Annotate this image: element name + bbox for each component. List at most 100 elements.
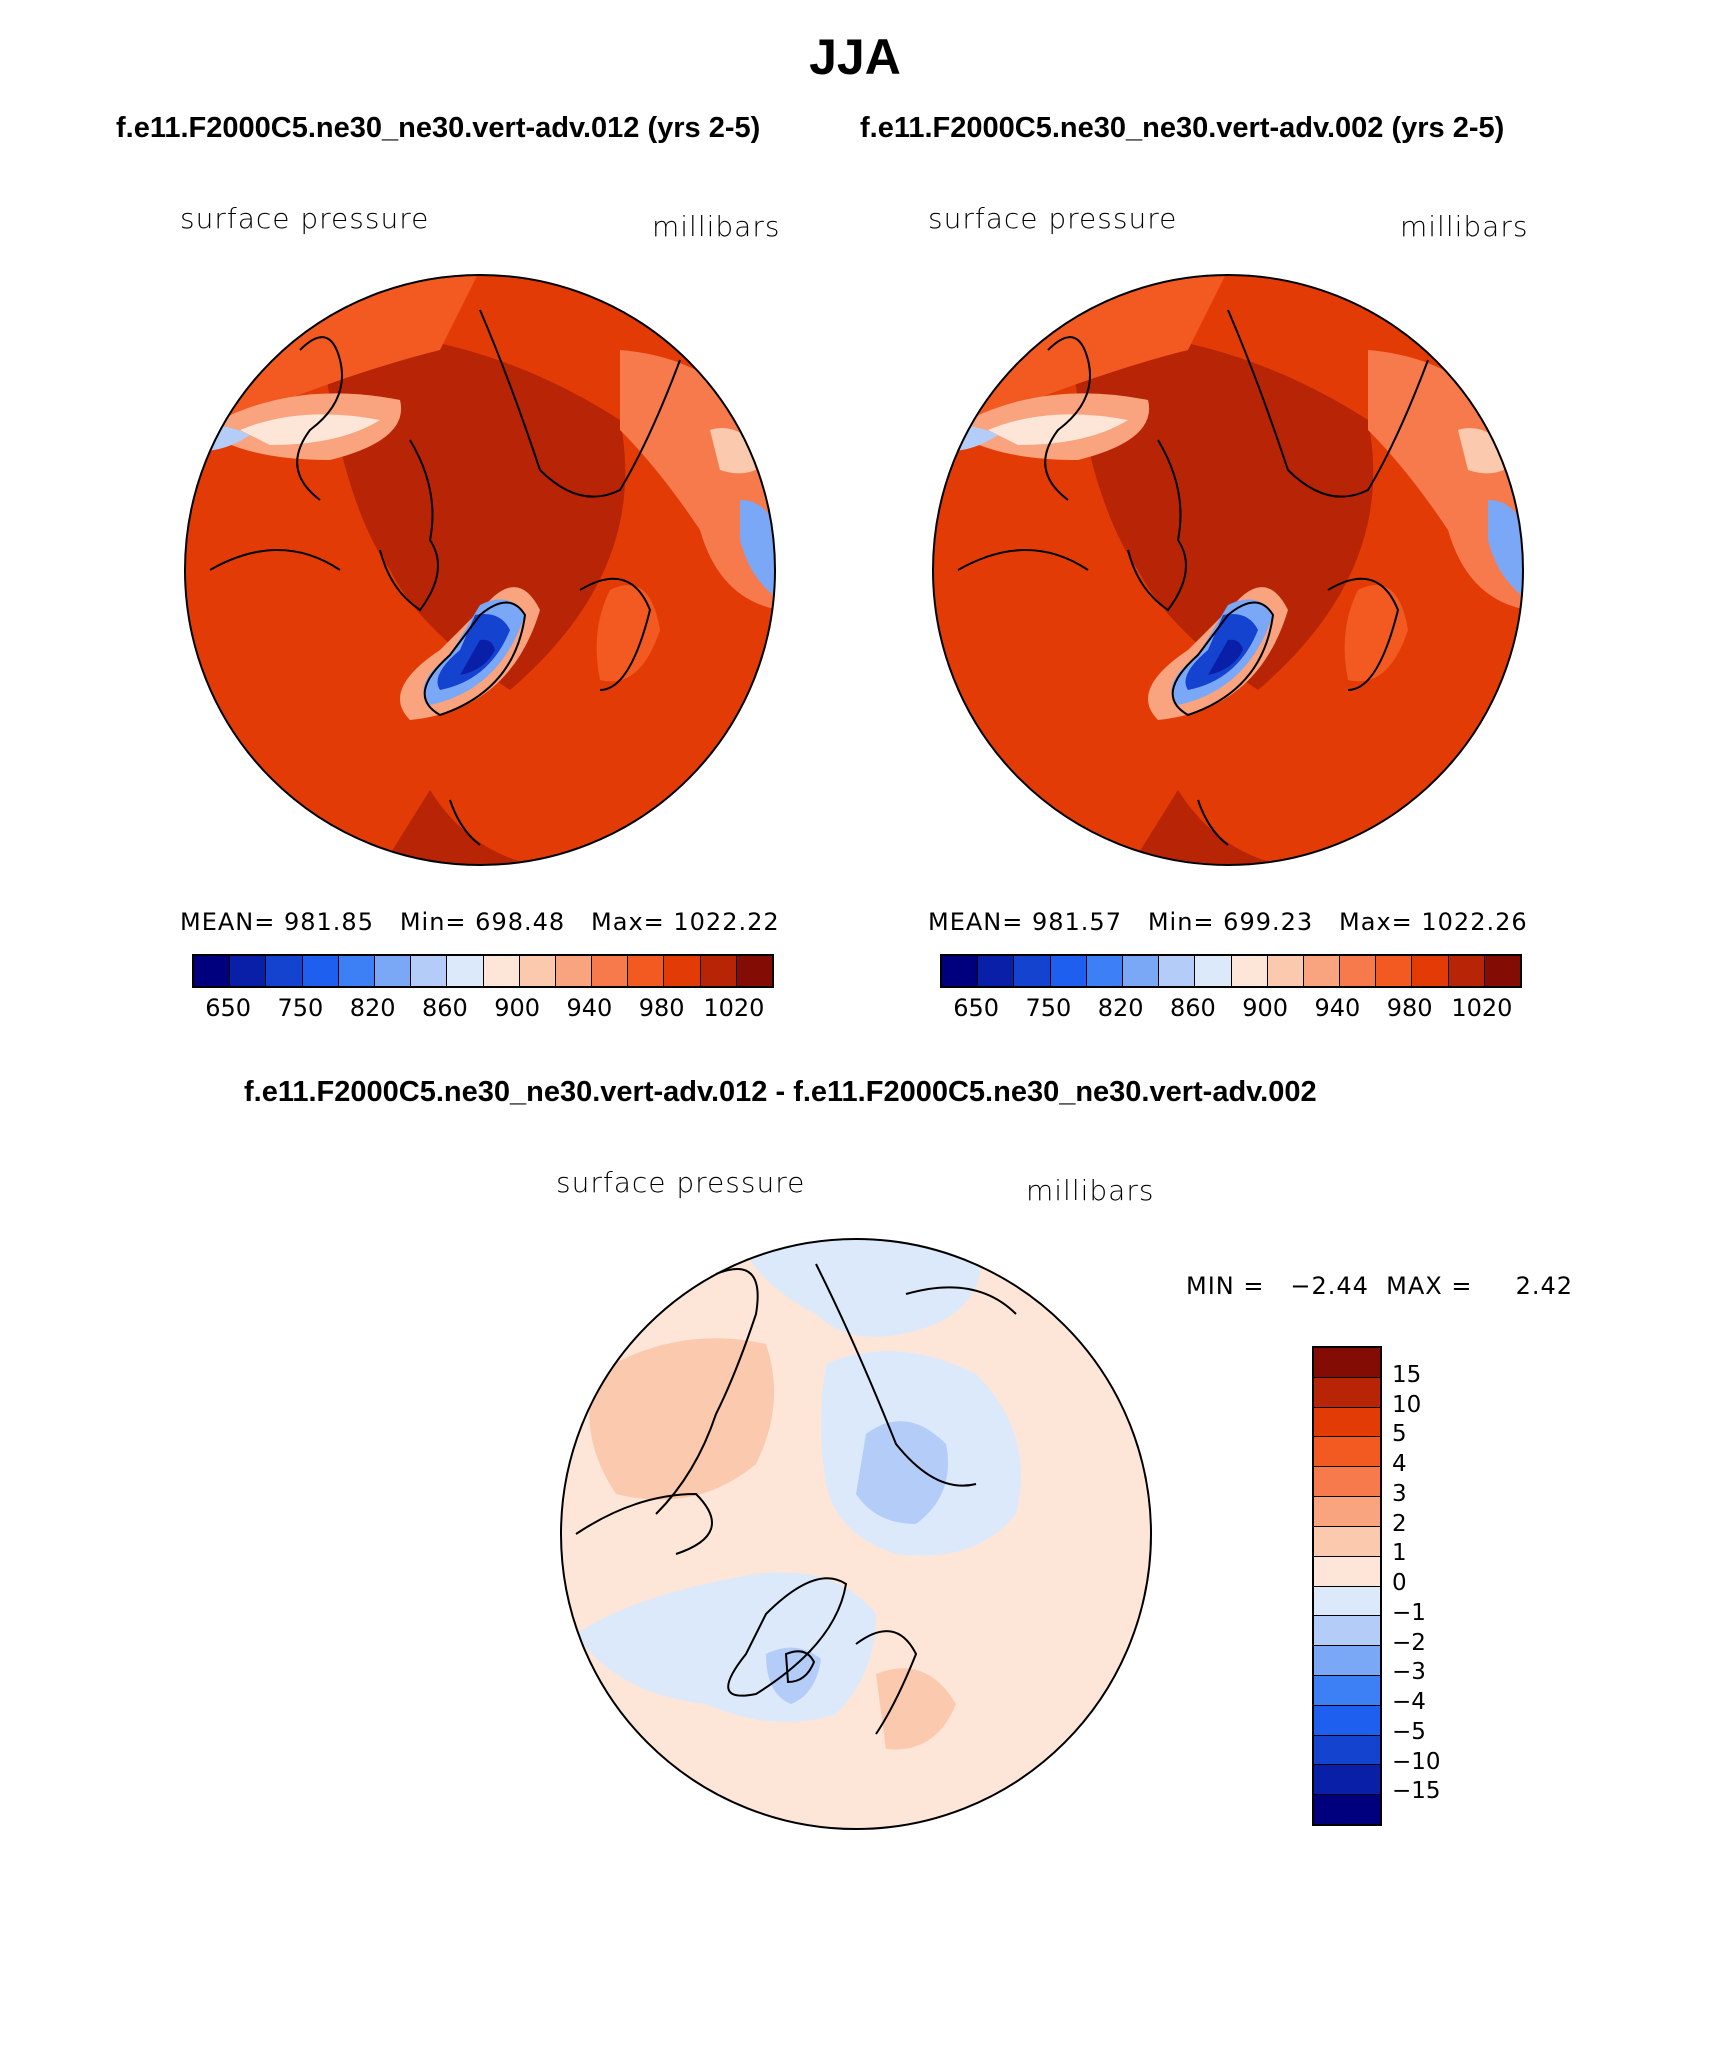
colorbar-tick-label: 650 [205, 994, 252, 1022]
colorbar-tick-label: 900 [1242, 994, 1289, 1022]
colorbar-tick-label: 4 [1392, 1451, 1407, 1477]
diff-title: f.e11.F2000C5.ne30_ne30.vert-adv.012 - f… [244, 1076, 1317, 1108]
colorbar-box [942, 956, 979, 986]
colorbar-tick-label: 860 [421, 994, 468, 1022]
colorbar-box [302, 956, 339, 986]
colorbar-box [483, 956, 520, 986]
colorbar-tick-label: 2 [1392, 1510, 1407, 1537]
top-left-case-title: f.e11.F2000C5.ne30_ne30.vert-adv.012 (yr… [116, 112, 761, 144]
colorbar-tick-label: 750 [1025, 994, 1072, 1022]
colorbar-tick-label: 980 [638, 994, 685, 1022]
colorbar-box [447, 956, 484, 986]
colorbar-tick-label: 1020 [703, 994, 765, 1022]
top-left-colorbar-ticks: 650 750 820 860 900 940 980 1020 [192, 994, 770, 1024]
colorbar-box [1314, 1556, 1380, 1587]
colorbar-tick-label: 1020 [1451, 994, 1513, 1022]
top-right-colorbar [940, 954, 1522, 988]
colorbar-box [1086, 956, 1123, 986]
colorbar-box [1303, 956, 1341, 986]
colorbar-tick-label: −4 [1392, 1689, 1426, 1715]
colorbar-box [1314, 1795, 1380, 1824]
colorbar-tick-label: 860 [1169, 994, 1216, 1022]
top-left-var-label: surface pressure [180, 202, 430, 235]
colorbar-box [1314, 1348, 1380, 1378]
colorbar-box [1314, 1467, 1380, 1498]
colorbar-box [1014, 956, 1051, 986]
colorbar-tick-label: 940 [566, 994, 613, 1022]
colorbar-box [1050, 956, 1087, 986]
top-left-colorbar [192, 954, 774, 988]
colorbar-tick-label: 0 [1392, 1570, 1407, 1596]
colorbar-tick-label: 750 [277, 994, 324, 1022]
colorbar-box [978, 956, 1015, 986]
colorbar-tick-label: 650 [953, 994, 1000, 1022]
colorbar-box [1314, 1377, 1380, 1408]
colorbar-box [664, 956, 701, 986]
colorbar-box [1195, 956, 1232, 986]
colorbar-tick-label: 3 [1392, 1480, 1407, 1507]
colorbar-tick-label: −2 [1392, 1629, 1426, 1656]
colorbar-box [1159, 956, 1196, 986]
colorbar-tick-label: −1 [1392, 1599, 1426, 1626]
colorbar-tick-label: −3 [1392, 1659, 1426, 1686]
top-right-stats: MEAN= 981.57 Min= 699.23 Max= 1022.26 [928, 908, 1528, 936]
top-right-var-label: surface pressure [928, 202, 1178, 235]
colorbar-box [1314, 1407, 1380, 1438]
colorbar-box [1314, 1616, 1380, 1647]
colorbar-box [1314, 1437, 1380, 1468]
top-right-polar-map [932, 274, 1524, 866]
top-right-units: millibars [1400, 210, 1529, 243]
colorbar-box [1376, 956, 1413, 986]
top-right-colorbar-ticks: 650 750 820 860 900 940 980 1020 [940, 994, 1518, 1024]
colorbar-box [1314, 1765, 1380, 1796]
colorbar-box [374, 956, 412, 986]
colorbar-box [1412, 956, 1449, 986]
diff-minmax: MIN = −2.44 MAX = 2.42 [1186, 1272, 1574, 1300]
colorbar-tick-label: 980 [1386, 994, 1433, 1022]
diff-units: millibars [1026, 1174, 1155, 1207]
colorbar-box [1314, 1526, 1380, 1557]
colorbar-box [519, 956, 556, 986]
colorbar-box [194, 956, 231, 986]
colorbar-tick-label: 10 [1392, 1391, 1422, 1418]
colorbar-box [411, 956, 448, 986]
colorbar-tick-label: 15 [1392, 1361, 1422, 1388]
top-right-case-title: f.e11.F2000C5.ne30_ne30.vert-adv.002 (yr… [860, 112, 1505, 144]
colorbar-box [592, 956, 629, 986]
colorbar-box [1448, 956, 1485, 986]
diff-colorbar [1312, 1346, 1382, 1826]
colorbar-tick-label: 5 [1392, 1421, 1407, 1448]
diff-colorbar-ticks: 15 10 5 4 3 2 1 0 −1 −2 −3 −4 −5 −10 −15 [1392, 1346, 1482, 1822]
colorbar-box [1314, 1586, 1380, 1617]
colorbar-box [1231, 956, 1268, 986]
colorbar-box [230, 956, 267, 986]
colorbar-box [700, 956, 737, 986]
colorbar-box [1314, 1735, 1380, 1766]
colorbar-tick-label: −10 [1392, 1748, 1441, 1775]
colorbar-box [555, 956, 593, 986]
colorbar-box [628, 956, 665, 986]
colorbar-tick-label: 1 [1392, 1540, 1407, 1567]
colorbar-tick-label: −5 [1392, 1718, 1426, 1745]
colorbar-tick-label: 900 [494, 994, 541, 1022]
colorbar-box [1314, 1497, 1380, 1527]
colorbar-box [338, 956, 375, 986]
top-left-stats: MEAN= 981.85 Min= 698.48 Max= 1022.22 [180, 908, 780, 936]
colorbar-box [1314, 1675, 1380, 1706]
colorbar-box [1314, 1705, 1380, 1736]
diff-var-label: surface pressure [556, 1166, 806, 1199]
colorbar-box [1122, 956, 1160, 986]
colorbar-box [1267, 956, 1304, 986]
top-left-polar-map [184, 274, 776, 866]
colorbar-box [266, 956, 303, 986]
colorbar-tick-label: 820 [1097, 994, 1144, 1022]
colorbar-box [736, 956, 772, 986]
colorbar-box [1484, 956, 1520, 986]
colorbar-tick-label: 940 [1314, 994, 1361, 1022]
main-title: JJA [809, 29, 901, 85]
colorbar-box [1314, 1646, 1380, 1676]
top-left-units: millibars [652, 210, 781, 243]
colorbar-tick-label: −15 [1392, 1778, 1441, 1805]
colorbar-tick-label: 820 [349, 994, 396, 1022]
diff-polar-map [560, 1238, 1152, 1830]
